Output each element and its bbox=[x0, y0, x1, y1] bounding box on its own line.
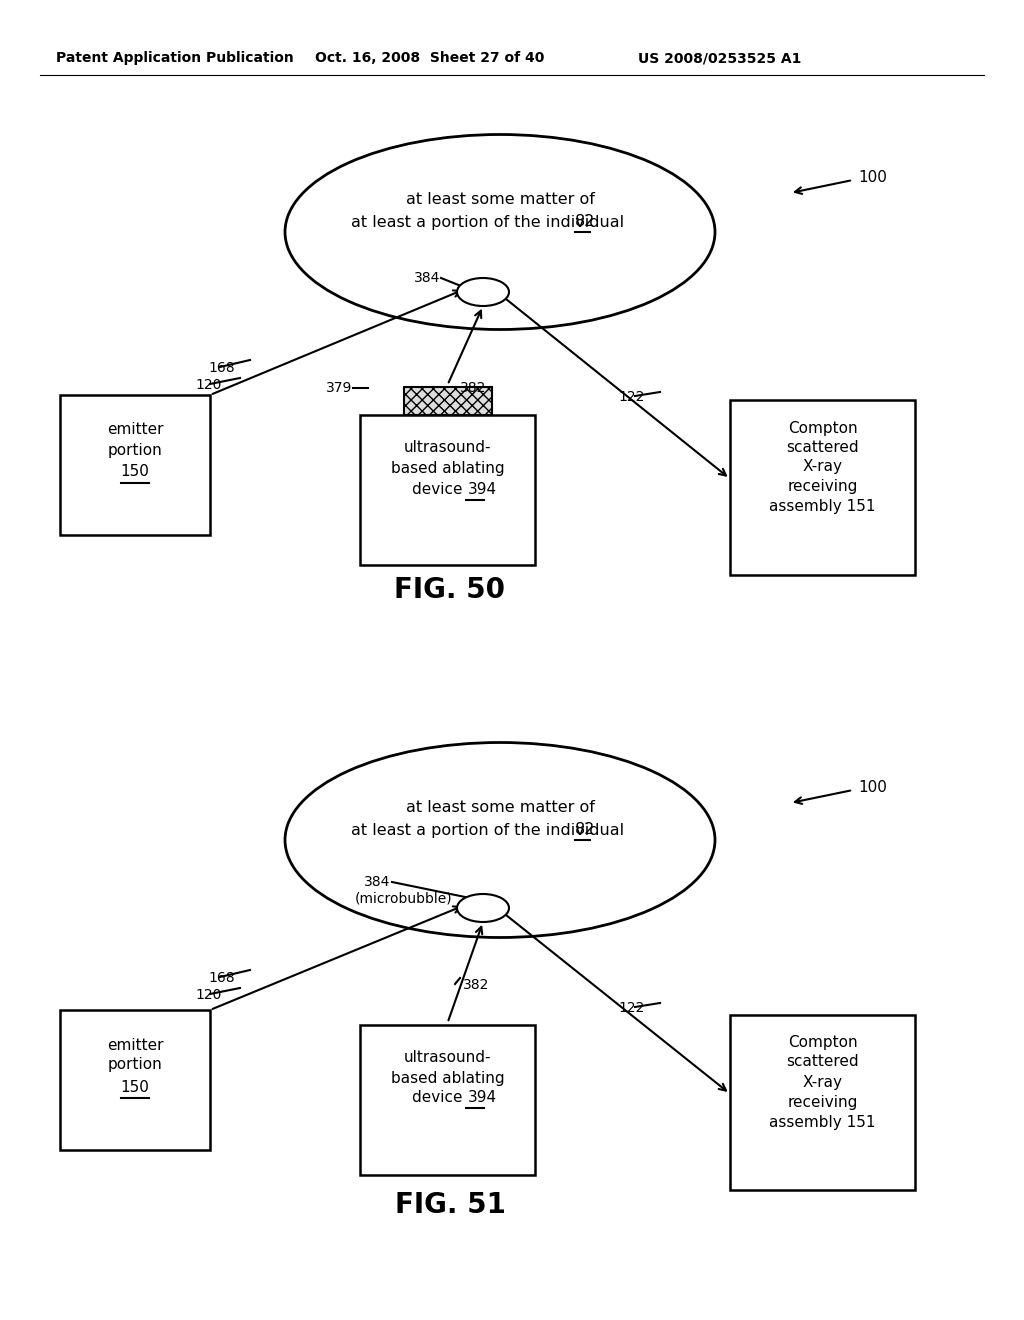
Text: X-ray: X-ray bbox=[803, 1074, 843, 1089]
Text: 82: 82 bbox=[575, 822, 595, 837]
Text: 394: 394 bbox=[468, 483, 497, 498]
Text: 379: 379 bbox=[326, 381, 352, 395]
Text: scattered: scattered bbox=[786, 1055, 859, 1069]
Text: ultrasound-: ultrasound- bbox=[403, 1051, 492, 1065]
Text: 168: 168 bbox=[208, 360, 234, 375]
Bar bbox=[730, 400, 915, 576]
Ellipse shape bbox=[457, 279, 509, 306]
Text: portion: portion bbox=[108, 442, 163, 458]
Text: 100: 100 bbox=[858, 170, 887, 186]
Text: Patent Application Publication: Patent Application Publication bbox=[56, 51, 294, 65]
Bar bbox=[360, 414, 535, 565]
Text: 82: 82 bbox=[575, 214, 595, 230]
Text: FIG. 51: FIG. 51 bbox=[394, 1191, 506, 1218]
Text: 382: 382 bbox=[463, 978, 489, 993]
Text: receiving: receiving bbox=[787, 1094, 858, 1110]
Text: assembly 151: assembly 151 bbox=[769, 499, 876, 515]
Text: device: device bbox=[412, 1090, 467, 1106]
Text: 384: 384 bbox=[414, 271, 440, 285]
Text: 120: 120 bbox=[195, 378, 221, 392]
Text: 384: 384 bbox=[364, 875, 390, 888]
Text: FIG. 50: FIG. 50 bbox=[394, 576, 506, 605]
Text: US 2008/0253525 A1: US 2008/0253525 A1 bbox=[638, 51, 802, 65]
Text: 150: 150 bbox=[121, 465, 150, 479]
Text: at least some matter of: at least some matter of bbox=[406, 193, 595, 207]
Text: 382: 382 bbox=[460, 381, 486, 395]
Text: assembly 151: assembly 151 bbox=[769, 1114, 876, 1130]
Text: (microbubble): (microbubble) bbox=[355, 891, 453, 906]
Text: ultrasound-: ultrasound- bbox=[403, 441, 492, 455]
Text: 100: 100 bbox=[858, 780, 887, 796]
Text: emitter: emitter bbox=[106, 422, 163, 437]
Text: 168: 168 bbox=[208, 972, 234, 985]
Text: at least some matter of: at least some matter of bbox=[406, 800, 595, 816]
Bar bbox=[60, 395, 210, 535]
Text: 150: 150 bbox=[121, 1080, 150, 1094]
Text: X-ray: X-ray bbox=[803, 459, 843, 474]
Text: emitter: emitter bbox=[106, 1038, 163, 1052]
Bar bbox=[403, 387, 492, 414]
Text: at least a portion of the individual: at least a portion of the individual bbox=[351, 822, 629, 837]
Bar bbox=[730, 1015, 915, 1191]
Text: 122: 122 bbox=[618, 1001, 644, 1015]
Text: receiving: receiving bbox=[787, 479, 858, 495]
Text: based ablating: based ablating bbox=[391, 1071, 504, 1085]
Text: portion: portion bbox=[108, 1057, 163, 1072]
Bar bbox=[60, 1010, 210, 1150]
Text: 120: 120 bbox=[195, 987, 221, 1002]
Text: based ablating: based ablating bbox=[391, 461, 504, 475]
Text: 394: 394 bbox=[468, 1090, 497, 1106]
Text: device: device bbox=[412, 483, 467, 498]
Text: Oct. 16, 2008  Sheet 27 of 40: Oct. 16, 2008 Sheet 27 of 40 bbox=[315, 51, 545, 65]
Text: Compton: Compton bbox=[787, 421, 857, 436]
Text: at least a portion of the individual: at least a portion of the individual bbox=[351, 214, 629, 230]
Text: scattered: scattered bbox=[786, 440, 859, 454]
Text: Compton: Compton bbox=[787, 1035, 857, 1051]
Text: 122: 122 bbox=[618, 389, 644, 404]
Bar bbox=[360, 1026, 535, 1175]
Ellipse shape bbox=[457, 894, 509, 921]
